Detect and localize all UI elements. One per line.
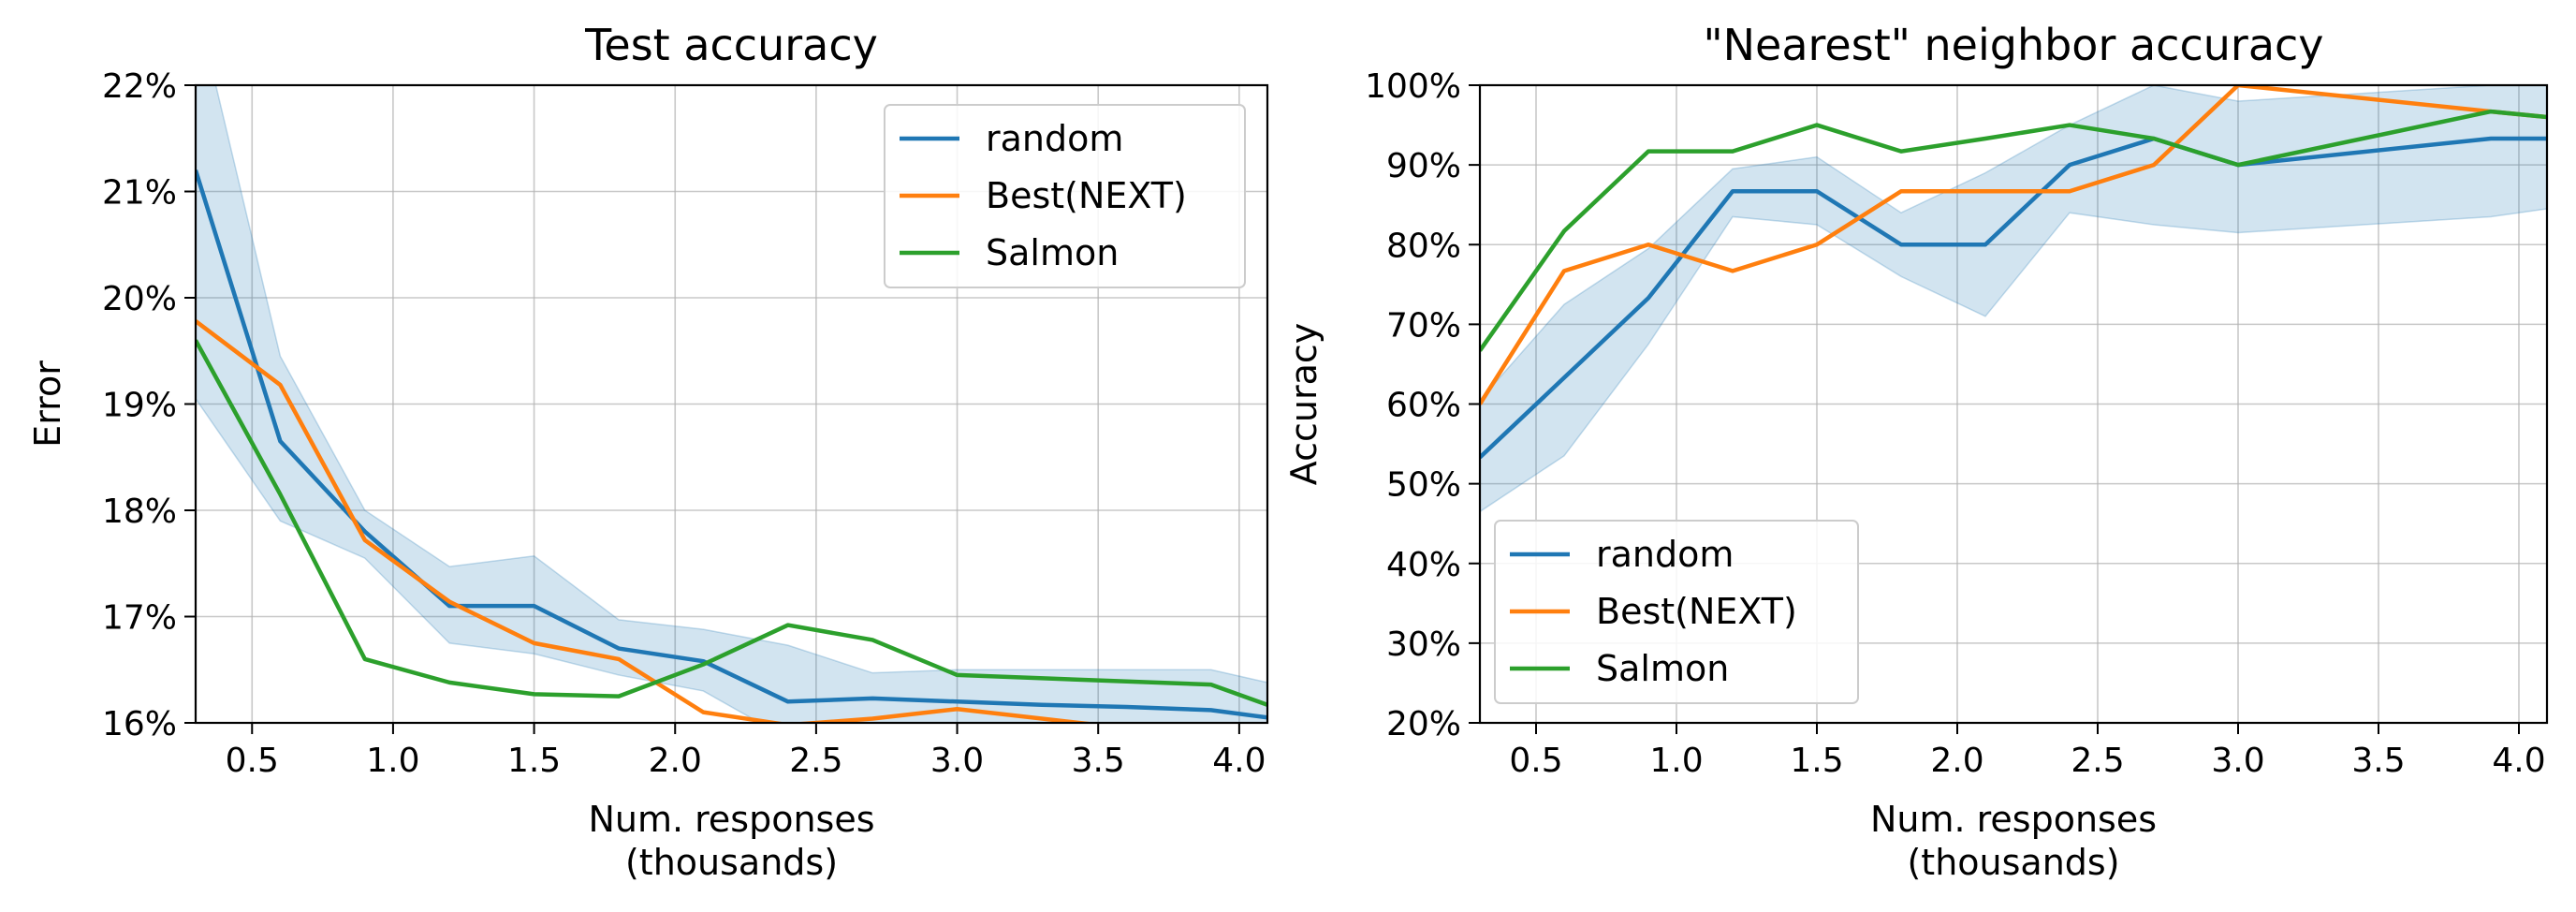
legend-label-random: random bbox=[1596, 534, 1734, 575]
y-tick-label: 19% bbox=[102, 387, 177, 425]
legend-label-best-next: Best(NEXT) bbox=[986, 175, 1187, 216]
series-line-salmon bbox=[196, 339, 1267, 707]
y-tick-label: 90% bbox=[1386, 147, 1461, 185]
y-tick-label: 22% bbox=[102, 67, 177, 106]
y-tick-label: 30% bbox=[1386, 625, 1461, 664]
chart-title: Test accuracy bbox=[584, 20, 878, 70]
y-tick-label: 21% bbox=[102, 174, 177, 213]
band-random bbox=[196, 85, 1267, 723]
x-tick-label: 3.5 bbox=[1072, 742, 1125, 780]
y-tick-label: 17% bbox=[102, 599, 177, 638]
x-tick-label: 3.0 bbox=[2211, 742, 2264, 780]
x-axis-label: Num. responses bbox=[588, 799, 874, 840]
plot-area bbox=[1480, 85, 2547, 513]
y-tick-label: 40% bbox=[1386, 546, 1461, 584]
legend-box bbox=[1494, 520, 1859, 704]
y-axis-label: Error bbox=[27, 360, 68, 448]
y-tick-label: 100% bbox=[1365, 67, 1461, 106]
y-tick-label: 20% bbox=[102, 280, 177, 318]
x-tick-label: 2.5 bbox=[789, 742, 842, 780]
series-line-random bbox=[196, 169, 1267, 720]
chart-2: 0.5 1.0 1.5 2.0 2.5 3.0 3.5 4.0 20% 30% 40% 50% 60% 7… bbox=[1283, 20, 2549, 883]
x-tick-label: 1.5 bbox=[507, 742, 561, 780]
legend-box bbox=[884, 104, 1246, 288]
chart-1: 0.5 1.0 1.5 2.0 2.5 3.0 3.5 4.0 16% 17% 18% 19% 20% 2… bbox=[27, 20, 1269, 883]
x-tick-label: 4.0 bbox=[2492, 742, 2545, 780]
legend-label-best-next: Best(NEXT) bbox=[1596, 591, 1797, 632]
x-tick-label: 3.5 bbox=[2351, 742, 2405, 780]
y-tick-label: 70% bbox=[1386, 306, 1461, 345]
x-tick-label: 1.0 bbox=[366, 742, 419, 780]
plot-area bbox=[196, 85, 1267, 723]
legend-label-salmon: Salmon bbox=[1596, 648, 1729, 689]
x-tick-label: 2.0 bbox=[1930, 742, 1983, 780]
series-line-best-next bbox=[196, 319, 1099, 723]
y-axis-label: Accuracy bbox=[1283, 323, 1325, 486]
legend-label-random: random bbox=[986, 118, 1123, 159]
x-tick-label: 2.5 bbox=[2071, 742, 2124, 780]
legend: random Best(NEXT) Salmon bbox=[884, 104, 1246, 288]
series-line-random bbox=[1480, 136, 2547, 460]
x-tick-label: 1.0 bbox=[1649, 742, 1703, 780]
y-tick-label: 18% bbox=[102, 493, 177, 531]
x-tick-label: 0.5 bbox=[1509, 742, 1562, 780]
y-tick-label: 80% bbox=[1386, 227, 1461, 265]
legend: random Best(NEXT) Salmon bbox=[1494, 520, 1859, 704]
y-tick-label: 60% bbox=[1386, 387, 1461, 425]
x-axis-label-line2: (thousands) bbox=[1907, 842, 2119, 883]
x-tick-label: 3.0 bbox=[930, 742, 984, 780]
series-line-salmon bbox=[1480, 109, 2547, 352]
legend-label-salmon: Salmon bbox=[986, 232, 1119, 273]
series-line-best-next bbox=[1480, 85, 2547, 405]
x-axis-label: Num. responses bbox=[1870, 799, 2157, 840]
x-tick-label: 1.5 bbox=[1790, 742, 1843, 780]
x-tick-label: 4.0 bbox=[1212, 742, 1266, 780]
y-tick-label: 16% bbox=[102, 705, 177, 743]
x-axis-label-line2: (thousands) bbox=[625, 842, 838, 883]
y-tick-label: 20% bbox=[1386, 705, 1461, 743]
x-tick-label: 2.0 bbox=[649, 742, 702, 780]
x-tick-label: 0.5 bbox=[226, 742, 279, 780]
chart-title: "Nearest" neighbor accuracy bbox=[1703, 20, 2323, 70]
y-tick-label: 50% bbox=[1386, 466, 1461, 505]
